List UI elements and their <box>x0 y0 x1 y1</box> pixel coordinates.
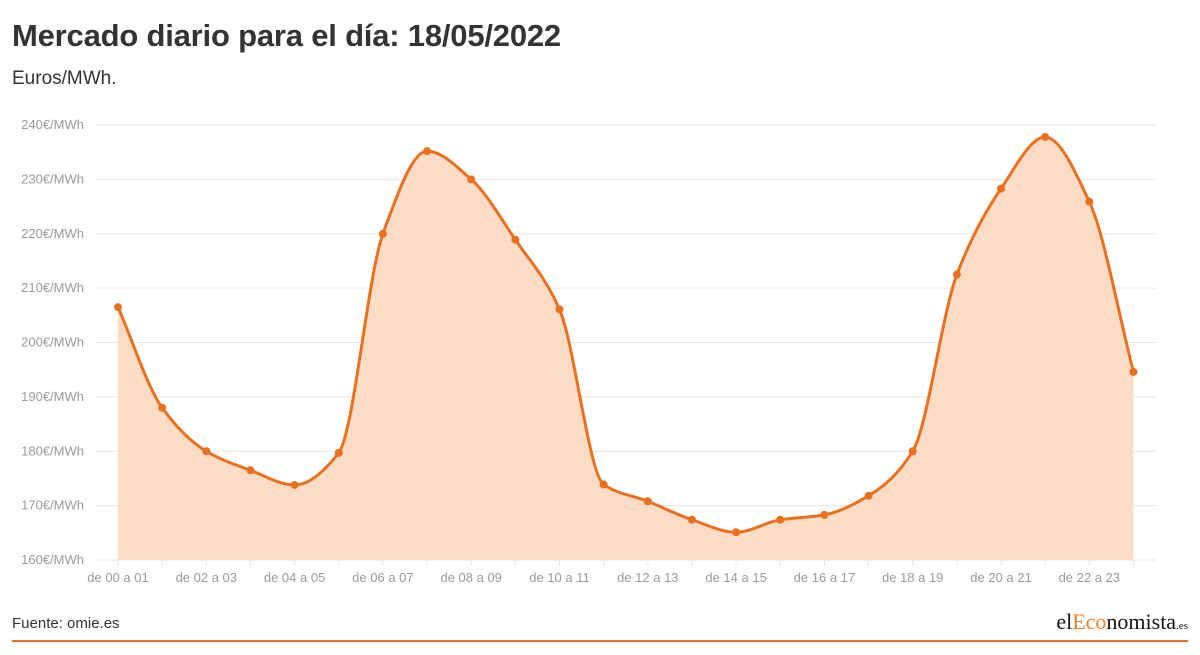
data-point <box>467 175 476 184</box>
data-points <box>114 132 1138 537</box>
data-point <box>1041 132 1050 141</box>
price-area <box>118 136 1134 560</box>
data-point <box>1085 197 1094 206</box>
y-tick-label: 160€/MWh <box>21 552 84 567</box>
data-point <box>290 480 299 489</box>
data-point <box>864 491 873 500</box>
data-point <box>820 510 829 519</box>
y-tick-label: 240€/MWh <box>21 117 84 132</box>
data-point <box>202 447 211 456</box>
source-note: Fuente: omie.es <box>12 615 120 632</box>
footer-rule <box>12 640 1188 642</box>
x-tick-label: de 10 a 11 <box>529 570 589 585</box>
x-tick-label: de 14 a 15 <box>705 570 766 585</box>
y-tick-label: 170€/MWh <box>21 498 84 513</box>
price-area-chart: 160€/MWh 170€/MWh 180€/MWh 190€/MWh 200€/MWh… <box>21 117 1156 585</box>
data-point <box>997 184 1005 193</box>
x-tick-label: de 16 a 17 <box>794 570 855 585</box>
data-point <box>599 480 608 489</box>
y-tick-label: 190€/MWh <box>21 389 84 404</box>
data-point <box>1129 367 1138 376</box>
y-axis-ticks: 160€/MWh 170€/MWh 180€/MWh 190€/MWh 200€/MWh… <box>21 117 84 567</box>
data-point <box>246 466 255 475</box>
chart-title: Mercado diario para el día: 18/05/2022 <box>12 18 561 53</box>
x-tick-label: de 06 a 07 <box>352 570 413 585</box>
x-tick-label: de 02 a 03 <box>176 570 237 585</box>
y-tick-label: 210€/MWh <box>21 280 84 295</box>
y-tick-label: 230€/MWh <box>21 171 84 186</box>
brand-logo: elEconomista.es <box>1056 609 1188 634</box>
y-tick-label: 180€/MWh <box>21 443 84 458</box>
data-point <box>643 497 652 506</box>
data-point <box>776 515 785 524</box>
x-axis-ticks: de 00 a 01 de 02 a 03 de 04 a 05 de 06 a 07… <box>87 560 1134 585</box>
x-tick-label: de 12 a 13 <box>617 570 678 585</box>
x-tick-label: de 04 a 05 <box>264 570 325 585</box>
x-tick-label: de 08 a 09 <box>440 570 501 585</box>
data-point <box>732 528 741 537</box>
data-point <box>952 270 961 279</box>
data-point <box>334 448 343 457</box>
price-line <box>116 135 1135 534</box>
data-point <box>687 515 696 524</box>
y-tick-label: 220€/MWh <box>21 226 84 241</box>
chart-subtitle: Euros/MWh. <box>12 68 117 89</box>
data-point <box>158 403 167 412</box>
data-point <box>908 447 917 456</box>
data-point <box>555 305 564 314</box>
data-point <box>114 303 122 312</box>
x-tick-label: de 22 a 23 <box>1059 570 1120 585</box>
x-tick-label: de 18 a 19 <box>882 570 943 585</box>
data-point <box>378 229 387 238</box>
data-point <box>511 235 520 244</box>
y-tick-label: 200€/MWh <box>21 335 84 350</box>
x-tick-label: de 00 a 01 <box>87 570 148 585</box>
x-tick-label: de 20 a 21 <box>970 570 1031 585</box>
data-point <box>423 147 432 156</box>
